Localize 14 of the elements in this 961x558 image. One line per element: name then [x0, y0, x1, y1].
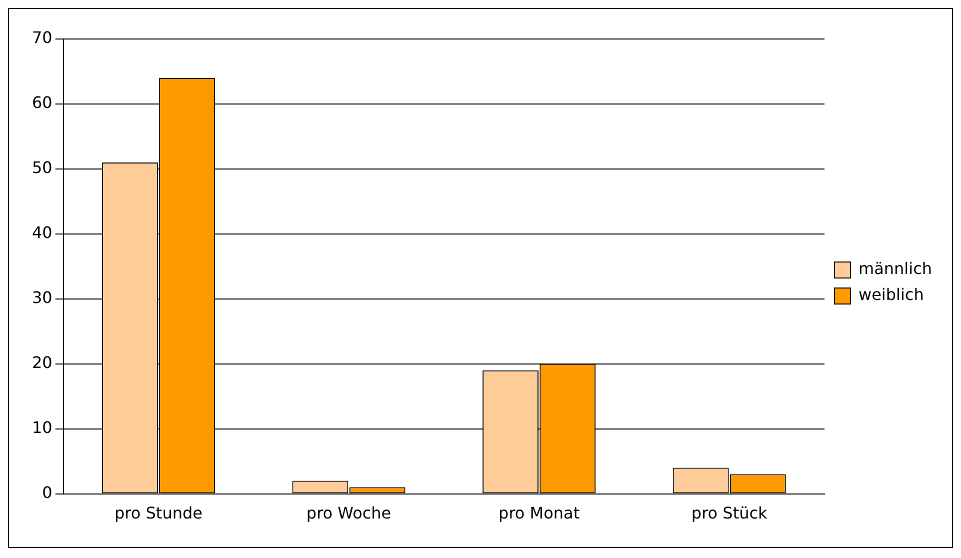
x-tick-label: pro Stunde [114, 504, 202, 523]
y-tick-label: 40 [32, 223, 52, 242]
legend-label: männlich [858, 259, 932, 278]
y-tick-label: 30 [32, 288, 52, 308]
y-tick-label: 50 [32, 158, 52, 178]
legend-label: weiblich [858, 285, 924, 304]
y-tick-label: 70 [32, 28, 52, 48]
x-tick-label: pro Woche [306, 504, 392, 523]
y-tick-label: 60 [32, 93, 52, 112]
y-tick-label: 0 [42, 482, 52, 502]
y-tick-label: 20 [32, 353, 52, 372]
y-tick-label: 10 [32, 418, 52, 437]
x-tick-label: pro Stück [691, 504, 768, 523]
x-tick-label: pro Monat [498, 504, 580, 523]
